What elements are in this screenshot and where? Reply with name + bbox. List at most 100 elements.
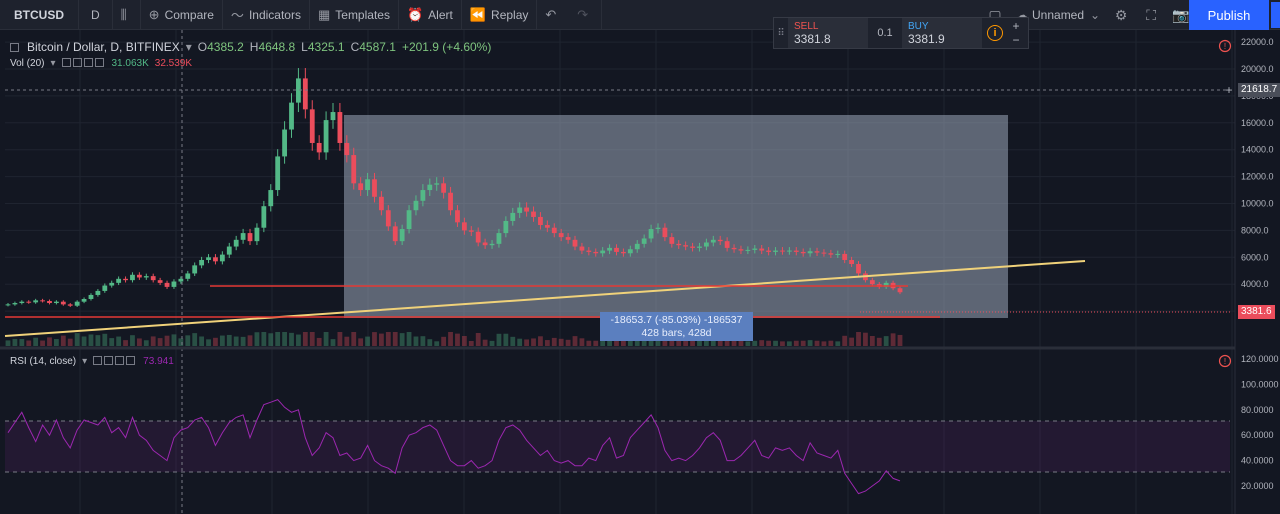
volume-bar	[282, 332, 287, 346]
candle	[171, 281, 177, 287]
redo-button[interactable]: ↷	[569, 0, 603, 30]
volume-tools[interactable]	[61, 58, 106, 70]
candle	[427, 184, 433, 191]
legend-menu-chevron-icon[interactable]: ▾	[185, 40, 192, 54]
volume-bar	[178, 338, 184, 346]
chart-canvas[interactable]: 2000.04000.06000.08000.010000.012000.014…	[0, 30, 1280, 514]
rsi-error-icon[interactable]	[1218, 354, 1232, 368]
candle	[710, 239, 716, 243]
compare-label: Compare	[164, 7, 214, 22]
symbol-search[interactable]: BTCUSD	[0, 0, 79, 30]
volume-bar	[378, 333, 384, 346]
indicators-button[interactable]: 〜 Indicators	[223, 0, 310, 30]
candle	[109, 282, 115, 286]
main-legend: Bitcoin / Dollar, D, BITFINEX ▾ O4385.2 …	[10, 40, 491, 54]
volume-bar	[392, 332, 398, 346]
candle	[766, 250, 772, 252]
volume-bar	[703, 338, 709, 346]
publish-button[interactable]: Publish	[1189, 0, 1269, 30]
candle	[510, 212, 516, 221]
quantity-stepper[interactable]: + −	[1008, 18, 1024, 48]
candle	[5, 304, 11, 306]
volume-bar	[565, 339, 571, 346]
candle	[351, 155, 357, 184]
interval-button[interactable]: D	[79, 0, 113, 30]
volume-bar	[683, 340, 689, 346]
collapse-icon[interactable]	[10, 42, 19, 52]
volume-bar	[821, 341, 827, 346]
buy-label: BUY	[908, 21, 929, 32]
volume-bar	[641, 337, 647, 346]
minus-icon[interactable]: −	[1012, 33, 1020, 47]
rsi-menu-chevron-icon[interactable]: ▾	[82, 356, 88, 367]
volume-bar	[213, 337, 218, 346]
volume-bar	[109, 338, 115, 346]
volume-bar	[206, 339, 211, 346]
rsi-tools[interactable]	[93, 356, 137, 368]
volume-menu-chevron-icon[interactable]: ▾	[50, 58, 56, 69]
volume-bar	[842, 335, 848, 346]
volume-bar	[461, 336, 467, 346]
volume-bar	[897, 334, 903, 346]
chart-style-button[interactable]: ⫼	[113, 0, 141, 30]
info-button[interactable]: i	[982, 18, 1008, 48]
volume-bar	[323, 332, 329, 346]
volume-bar	[420, 336, 426, 346]
volume-bar	[275, 332, 281, 346]
undo-icon: ↶	[545, 6, 557, 22]
drag-handle-icon[interactable]: ⠿	[777, 27, 785, 39]
volume-bar	[621, 340, 626, 346]
crosshair-price-badge: 21618.7	[1238, 83, 1280, 97]
volume-bar	[676, 340, 682, 346]
legend-close: C4587.1	[350, 40, 396, 54]
candle	[821, 252, 827, 254]
templates-button[interactable]: ▦ Templates	[310, 0, 399, 30]
candle	[496, 233, 502, 244]
candle	[268, 190, 274, 207]
candle	[378, 196, 384, 211]
volume-bar	[627, 338, 633, 346]
volume-bar	[475, 332, 481, 346]
trendline[interactable]	[4, 260, 1086, 337]
settings-button[interactable]: ⚙	[1106, 0, 1136, 30]
candle	[192, 265, 198, 274]
sell-button[interactable]: SELL 3381.8	[788, 18, 868, 48]
price-tick-label: 16000.0	[1241, 118, 1274, 128]
axis-controls[interactable]: ! + !	[1218, 39, 1233, 368]
rsi-tick-label: 100.0000	[1241, 379, 1279, 389]
candle	[503, 220, 509, 234]
error-icon[interactable]	[1218, 39, 1232, 53]
volume-bar	[102, 333, 108, 346]
buy-button[interactable]: BUY 3381.9	[902, 18, 982, 48]
layout-menu[interactable]: ☁ Unnamed ⌄	[1010, 8, 1106, 22]
alert-label: Alert	[428, 7, 453, 22]
candle	[19, 301, 25, 304]
measure-box[interactable]	[344, 115, 1008, 318]
fullscreen-button[interactable]: ⛶	[1136, 0, 1166, 30]
candle	[461, 222, 467, 231]
volume-bar	[372, 332, 377, 346]
volume-bar	[800, 340, 806, 346]
price-tick-label: 14000.0	[1241, 145, 1274, 155]
measure-tooltip: -18653.7 (-85.03%) -186537 428 bars, 428…	[600, 312, 753, 341]
candle	[199, 259, 205, 266]
candle	[150, 276, 156, 281]
rsi-tick-label: 60.0000	[1241, 430, 1274, 440]
price-axis[interactable]	[1235, 30, 1280, 514]
plus-icon[interactable]: +	[1012, 19, 1020, 33]
compare-button[interactable]: ⊕ Compare	[141, 0, 223, 30]
snapshot-button[interactable]: 📷	[1166, 0, 1196, 30]
candle	[669, 237, 675, 244]
crosshair-plus-icon[interactable]: +	[1225, 83, 1232, 97]
undo-button[interactable]: ↶	[537, 0, 569, 30]
alert-button[interactable]: ⏰ Alert	[399, 0, 462, 30]
candle	[544, 225, 550, 228]
change-value: +201.9 (+4.60%)	[401, 40, 492, 54]
volume-bar	[593, 340, 599, 346]
candle	[399, 229, 405, 242]
replay-button[interactable]: ⏪ Replay	[462, 0, 538, 30]
volume-bar	[455, 333, 460, 346]
volume-bar	[807, 340, 813, 346]
candle	[800, 251, 806, 254]
volume-bar	[856, 332, 861, 346]
